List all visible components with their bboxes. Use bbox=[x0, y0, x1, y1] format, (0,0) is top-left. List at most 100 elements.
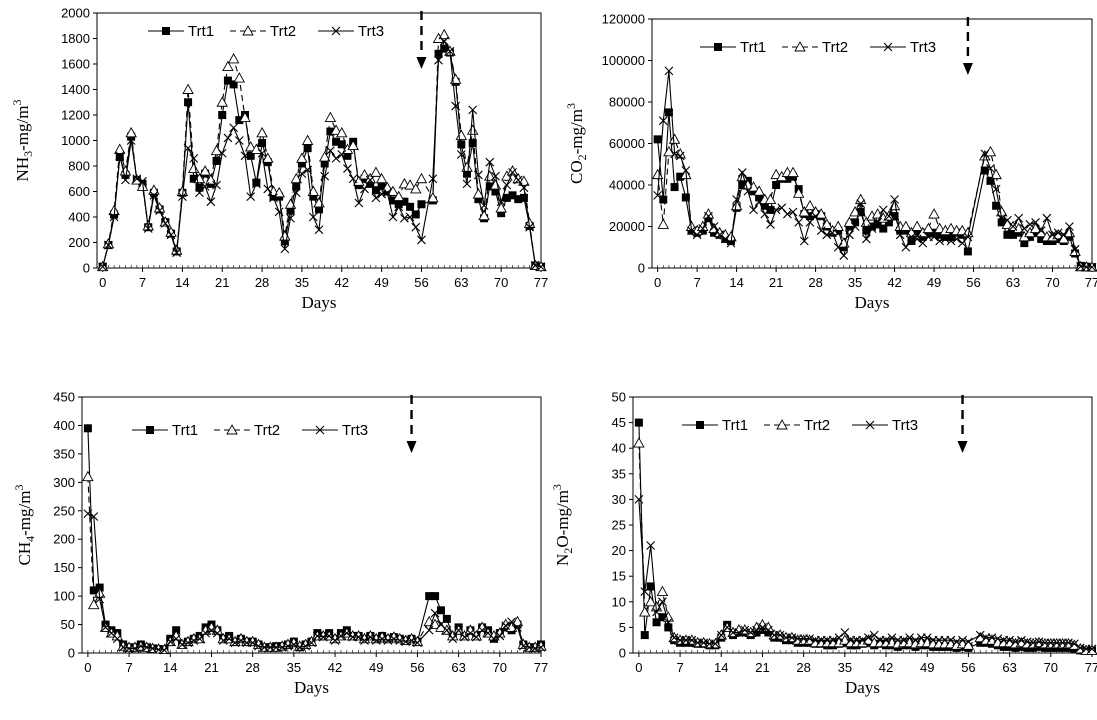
data-point-trt3 bbox=[501, 621, 511, 631]
data-point-trt3 bbox=[905, 633, 914, 643]
data-point-trt2 bbox=[464, 624, 477, 635]
data-point-trt3 bbox=[451, 101, 461, 111]
y-axis-label: CO2-mg/m3 bbox=[564, 103, 589, 184]
legend: Trt1 Trt2 Trt3 bbox=[132, 422, 368, 439]
data-point-trt3 bbox=[873, 217, 883, 227]
data-point-trt3 bbox=[308, 212, 318, 222]
data-point-trt2 bbox=[511, 615, 524, 627]
data-point-trt3 bbox=[417, 235, 426, 245]
data-point-trt3 bbox=[698, 224, 708, 233]
data-point-trt2 bbox=[455, 129, 468, 140]
data-point-trt1 bbox=[514, 195, 523, 204]
y-tick-label: 1200 bbox=[61, 108, 90, 123]
data-point-trt3 bbox=[289, 640, 299, 649]
y-tick-label: 150 bbox=[53, 560, 75, 575]
plot-frame bbox=[632, 396, 1093, 654]
data-point-trt3 bbox=[407, 636, 416, 645]
data-point-trt3 bbox=[471, 632, 481, 642]
y-label-main: CH bbox=[15, 542, 34, 566]
data-point-trt1 bbox=[83, 424, 92, 433]
data-point-trt1 bbox=[738, 181, 747, 189]
data-point-trt3 bbox=[166, 230, 176, 240]
data-point-trt2 bbox=[375, 172, 388, 184]
data-point-trt3 bbox=[749, 205, 758, 215]
data-point-trt3 bbox=[704, 211, 713, 221]
data-point-trt3 bbox=[207, 625, 216, 635]
data-point-trt2 bbox=[668, 133, 681, 144]
data-point-trt1 bbox=[1009, 230, 1018, 239]
x-tick-label: 63 bbox=[451, 660, 465, 675]
data-point-trt1 bbox=[442, 614, 451, 623]
data-point-trt2 bbox=[990, 168, 1002, 180]
data-point-trt3 bbox=[1065, 222, 1074, 231]
data-point-trt2 bbox=[330, 124, 342, 135]
data-point-trt3 bbox=[822, 230, 832, 240]
data-point-trt2 bbox=[301, 134, 314, 145]
data-point-trt1 bbox=[309, 192, 318, 201]
data-point-trt3 bbox=[771, 205, 781, 215]
data-point-trt1 bbox=[343, 151, 352, 160]
arrow-head bbox=[962, 63, 973, 75]
data-point-trt3 bbox=[371, 636, 381, 645]
data-point-trt3 bbox=[881, 635, 891, 645]
data-point-trt2 bbox=[466, 124, 479, 135]
data-point-trt3 bbox=[236, 636, 246, 645]
data-point-trt2 bbox=[1058, 233, 1070, 244]
data-point-trt3 bbox=[663, 617, 673, 627]
data-point-trt2 bbox=[182, 83, 194, 94]
data-point-trt3 bbox=[1008, 222, 1018, 231]
x-tick-label: 35 bbox=[295, 275, 309, 290]
data-point-trt3 bbox=[1087, 262, 1097, 272]
data-point-trt1 bbox=[457, 140, 466, 149]
data-point-trt3 bbox=[964, 637, 973, 647]
data-point-trt3 bbox=[189, 153, 199, 163]
data-point-trt3 bbox=[726, 238, 736, 248]
data-point-trt2 bbox=[472, 188, 485, 199]
data-point-trt3 bbox=[342, 628, 352, 638]
y-label-rest: O-mg/m bbox=[553, 490, 572, 548]
data-point-trt2 bbox=[438, 28, 450, 40]
data-point-trt1 bbox=[292, 182, 301, 191]
data-point-trt3 bbox=[740, 625, 750, 635]
legend-marker-trt2 bbox=[226, 424, 238, 435]
data-point-trt2 bbox=[125, 126, 137, 138]
x-tick-label: 35 bbox=[838, 660, 852, 675]
data-point-trt2 bbox=[370, 166, 382, 177]
y-tick-label: 20 bbox=[612, 543, 626, 558]
data-point-trt1 bbox=[907, 237, 916, 246]
legend-marker-trt1 bbox=[162, 27, 170, 35]
data-point-trt1 bbox=[851, 218, 860, 227]
data-point-trt3 bbox=[895, 230, 905, 240]
data-point-trt3 bbox=[794, 217, 804, 227]
data-point-trt3 bbox=[993, 634, 1003, 644]
data-point-trt3 bbox=[986, 164, 995, 173]
data-point-trt3 bbox=[388, 212, 398, 222]
data-point-trt2 bbox=[111, 630, 124, 641]
data-point-trt3 bbox=[200, 182, 210, 191]
data-point-trt3 bbox=[263, 184, 273, 194]
data-point-trt3 bbox=[536, 262, 546, 272]
data-point-trt1 bbox=[485, 182, 494, 191]
legend: Trt1 Trt2 Trt3 bbox=[700, 39, 936, 56]
data-point-trt3 bbox=[360, 184, 369, 194]
series-line-trt3 bbox=[638, 499, 1092, 650]
data-point-trt3 bbox=[240, 151, 250, 161]
data-point-trt2 bbox=[233, 72, 246, 83]
arrow-head bbox=[416, 57, 427, 69]
data-point-trt3 bbox=[687, 226, 696, 236]
data-point-trt3 bbox=[399, 213, 409, 223]
data-point-trt3 bbox=[646, 541, 656, 550]
legend-label-trt3: Trt3 bbox=[910, 39, 936, 56]
data-point-trt1 bbox=[431, 592, 440, 601]
data-point-trt3 bbox=[746, 628, 756, 637]
data-point-trt3 bbox=[229, 123, 239, 133]
y-label-main: CO bbox=[567, 160, 586, 184]
data-point-trt1 bbox=[223, 76, 232, 85]
data-point-trt3 bbox=[1014, 213, 1024, 223]
x-tick-label: 7 bbox=[694, 275, 701, 290]
data-point-trt1 bbox=[195, 183, 204, 192]
data-point-trt2 bbox=[849, 206, 861, 217]
data-point-trt3 bbox=[143, 224, 153, 233]
data-point-trt3 bbox=[491, 171, 500, 181]
data-point-trt2 bbox=[839, 634, 851, 645]
